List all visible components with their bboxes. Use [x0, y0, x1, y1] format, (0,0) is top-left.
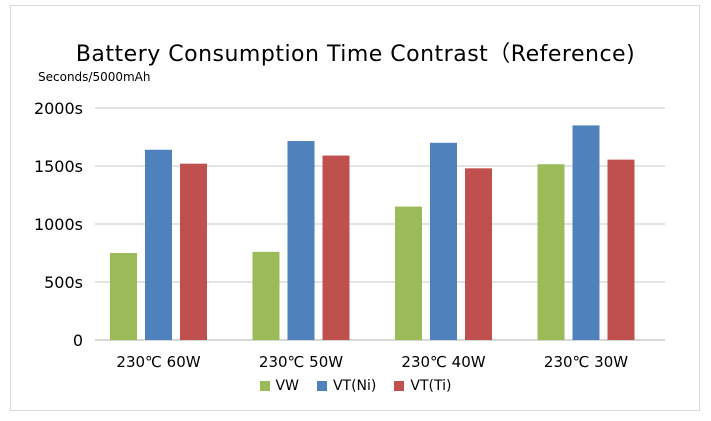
legend-swatch-vt-ti [394, 381, 405, 391]
x-tick-label: 230℃ 50W [259, 353, 343, 371]
legend-item-vt-ni: VT(Ni) [316, 378, 377, 394]
bar-vt-ti-1 [180, 163, 207, 340]
legend-item-vw: VW [259, 378, 299, 394]
bar-vt-ni-2 [287, 141, 315, 340]
legend-swatch-vw [259, 381, 270, 391]
y-unit-label: Seconds/5000mAh [38, 70, 151, 84]
legend-item-vt-ti: VT(Ti) [394, 378, 451, 394]
chart-title: Battery Consumption Time Contrast（Refere… [75, 42, 636, 67]
bar-vt-ti-4 [607, 159, 635, 340]
legend-label-vt-ti: VT(Ti) [410, 378, 452, 394]
x-tick-label: 230℃ 30W [544, 353, 628, 371]
legend: VW VT(Ni) VT(Ti) [0, 378, 711, 394]
bar-vt-ni-3 [430, 142, 457, 340]
bar-vw-1 [110, 253, 137, 340]
bar-vt-ti-3 [465, 168, 492, 340]
y-tick-label: 2000s [34, 99, 83, 118]
legend-label-vt-ni: VT(Ni) [332, 378, 377, 394]
y-tick-label: 500s [44, 273, 83, 292]
y-tick-label: 1000s [34, 215, 83, 234]
bar-vt-ni-4 [572, 125, 600, 341]
legend-label-vw: VW [275, 378, 299, 394]
bar-vw-3 [395, 206, 422, 340]
bar-vw-2 [252, 251, 280, 340]
x-tick-label: 230℃ 40W [401, 353, 485, 371]
bar-vt-ni-1 [145, 149, 172, 340]
x-tick-label: 230℃ 60W [116, 353, 200, 371]
legend-swatch-vt-ni [316, 381, 327, 391]
y-tick-label: 1500s [34, 157, 83, 176]
y-tick-label: 0 [73, 331, 83, 350]
bar-vw-4 [537, 164, 565, 340]
bar-vt-ti-2 [322, 155, 350, 340]
